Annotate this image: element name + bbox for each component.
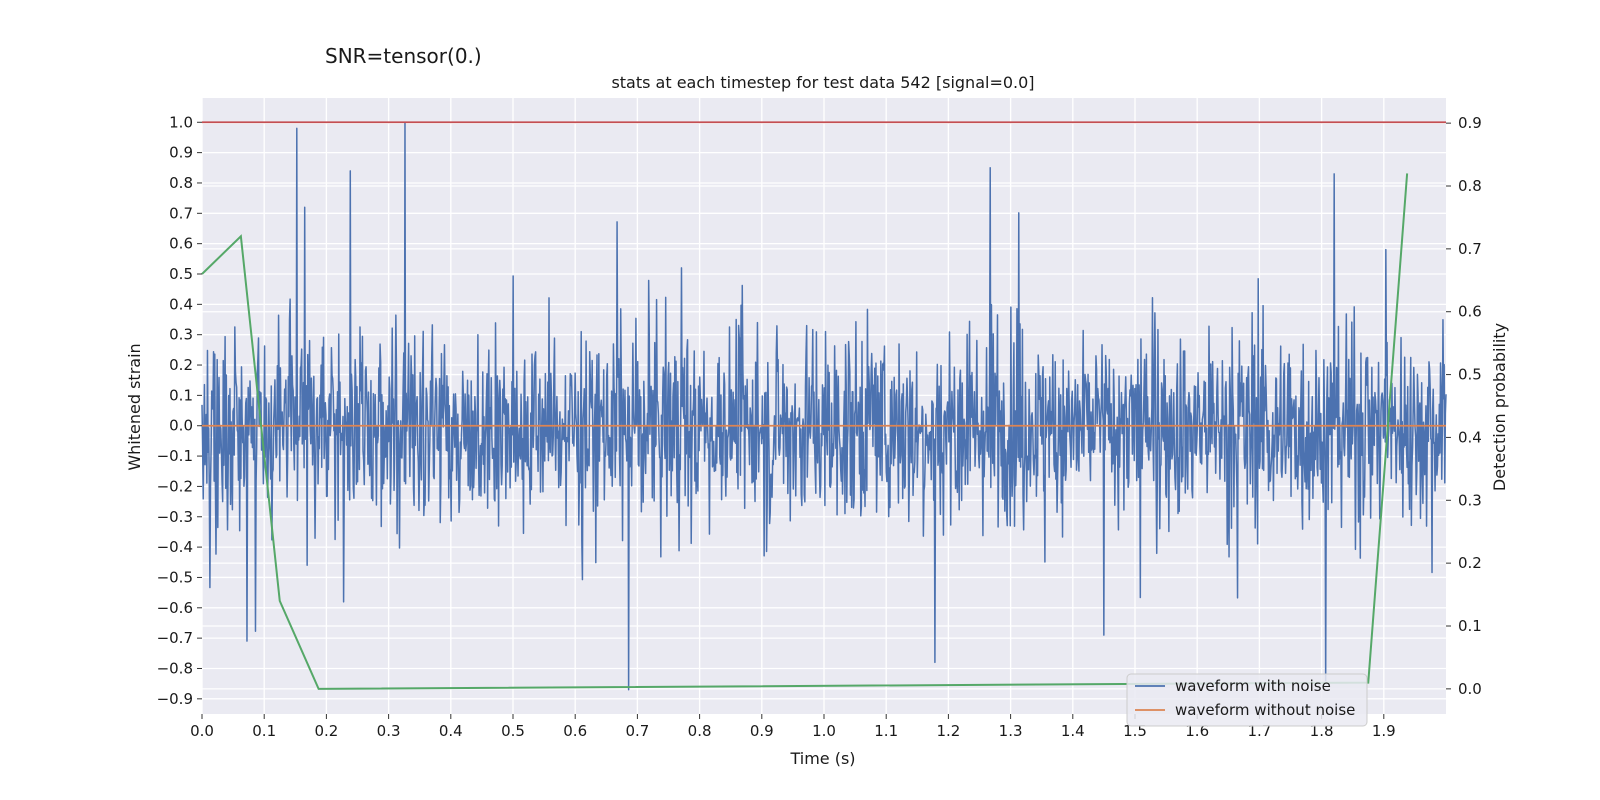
x-tick-label: 0.6 (563, 722, 587, 740)
x-tick-label: 1.2 (936, 722, 960, 740)
x-tick-label: 0.7 (625, 722, 649, 740)
x-tick-label: 1.0 (812, 722, 836, 740)
x-tick-label: 0.5 (501, 722, 525, 740)
y-tick-label: 1.0 (169, 113, 193, 131)
chart-title: stats at each timestep for test data 542… (611, 73, 1034, 92)
y-right-tick-label: 0.9 (1458, 114, 1482, 132)
x-tick-label: 0.4 (439, 722, 463, 740)
series-layer (201, 121, 1447, 691)
y-tick-label: 0.8 (169, 174, 193, 192)
y-tick-label: −0.3 (157, 508, 193, 526)
series-detection-probability (201, 173, 1409, 690)
y-tick-label: −0.4 (157, 538, 193, 556)
x-tick-label: 0.1 (252, 722, 276, 740)
y-right-tick-label: 0.8 (1458, 177, 1482, 195)
y-tick-label: 0.7 (169, 204, 193, 222)
y-tick-label: 0.5 (169, 265, 193, 283)
y-tick-label: 0.4 (169, 295, 193, 313)
x-tick-label: 1.9 (1372, 722, 1396, 740)
y-right-tick-label: 0.3 (1458, 491, 1482, 509)
x-tick-label: 0.8 (688, 722, 712, 740)
y-tick-label: 0.6 (169, 235, 193, 253)
y-right-tick-label: 0.0 (1458, 680, 1482, 698)
x-tick-label: 1.1 (874, 722, 898, 740)
y-tick-label: 0.0 (169, 417, 193, 435)
y-right-tick-label: 0.2 (1458, 554, 1482, 572)
x-tick-label: 1.4 (1061, 722, 1085, 740)
y-tick-label: 0.9 (169, 144, 193, 162)
y-tick-label: −0.9 (157, 690, 193, 708)
y-axis-right-label: Detection probability (1490, 323, 1509, 491)
y-right-tick-label: 0.5 (1458, 366, 1482, 384)
axis-ticks: 0.0 0.1 0.2 0.3 0.4 0.5 0.6 0.7 0.8 0.9 1.0 1.1 1.2 1… (157, 113, 1482, 740)
legend: waveform with noise waveform without noi… (1126, 673, 1368, 727)
legend-box (1126, 673, 1368, 727)
legend-label-noise: waveform with noise (1175, 677, 1331, 695)
x-tick-label: 0.3 (377, 722, 401, 740)
y-tick-label: −0.2 (157, 477, 193, 495)
legend-label-clean: waveform without noise (1175, 701, 1355, 719)
x-tick-label: 1.3 (999, 722, 1023, 740)
y-tick-label: −0.1 (157, 447, 193, 465)
x-axis-label: Time (s) (789, 749, 855, 768)
y-tick-label: −0.8 (157, 659, 193, 677)
x-tick-label: 0.2 (314, 722, 338, 740)
y-tick-label: 0.2 (169, 356, 193, 374)
x-tick-label: 0.0 (190, 722, 214, 740)
y-tick-label: 0.3 (169, 326, 193, 344)
y-right-tick-label: 0.6 (1458, 303, 1482, 321)
y-axis-label: Whitened strain (125, 343, 144, 470)
y-tick-label: −0.6 (157, 599, 193, 617)
y-right-tick-label: 0.4 (1458, 428, 1482, 446)
y-tick-label: −0.5 (157, 568, 193, 586)
y-tick-label: −0.7 (157, 629, 193, 647)
series-waveform-with-noise (201, 121, 1447, 691)
y-tick-label: 0.1 (169, 386, 193, 404)
y-right-tick-label: 0.7 (1458, 240, 1482, 258)
y-right-tick-label: 0.1 (1458, 617, 1482, 635)
x-tick-label: 0.9 (750, 722, 774, 740)
figure-suptitle: SNR=tensor(0.) (325, 44, 482, 68)
